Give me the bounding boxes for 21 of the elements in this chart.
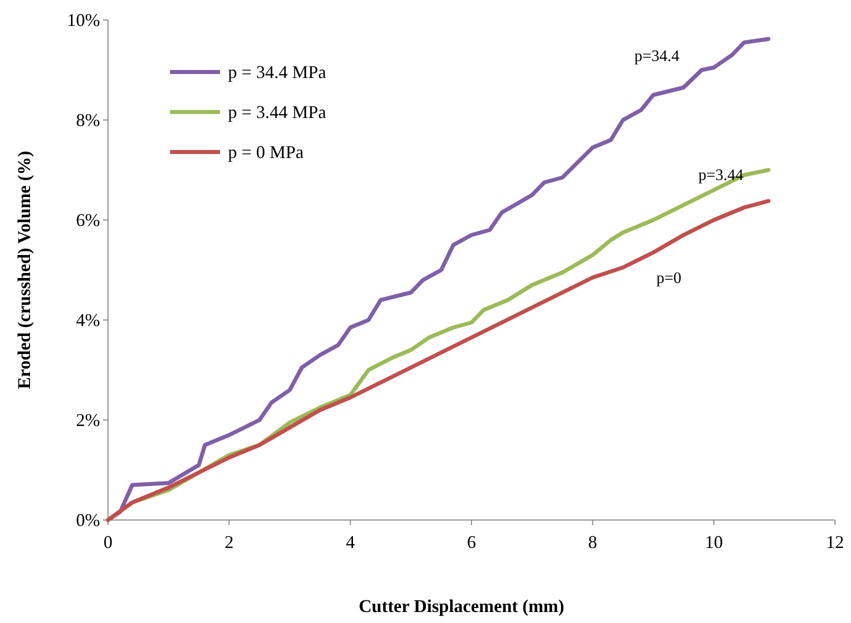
x-tick-label: 12 bbox=[826, 532, 844, 552]
legend-label: p = 3.44 MPa bbox=[228, 102, 326, 122]
x-tick-label: 2 bbox=[224, 532, 234, 552]
x-axis-title: Cutter Displacement (mm) bbox=[358, 596, 564, 616]
legend-label: p = 0 MPa bbox=[228, 142, 304, 162]
x-tick-label: 10 bbox=[704, 532, 723, 552]
x-tick-label: 6 bbox=[467, 532, 476, 552]
y-tick-label: 4% bbox=[76, 310, 100, 330]
x-tick-label: 4 bbox=[346, 532, 355, 552]
annotation: p=0 bbox=[656, 270, 682, 287]
y-tick-label: 8% bbox=[76, 110, 100, 130]
x-tick-label: 0 bbox=[104, 532, 112, 552]
y-tick-label: 6% bbox=[76, 210, 100, 230]
legend-label: p = 34.4 MPa bbox=[228, 62, 326, 82]
annotation: p=3.44 bbox=[698, 167, 744, 184]
annotation: p=34.4 bbox=[634, 48, 680, 65]
y-axis-title: Eroded (crusshed) Volume (%) bbox=[14, 150, 34, 390]
x-tick-label: 8 bbox=[588, 532, 598, 552]
y-tick-label: 10% bbox=[67, 10, 100, 30]
y-tick-label: 2% bbox=[76, 410, 100, 430]
y-tick-label: 0% bbox=[76, 510, 100, 530]
